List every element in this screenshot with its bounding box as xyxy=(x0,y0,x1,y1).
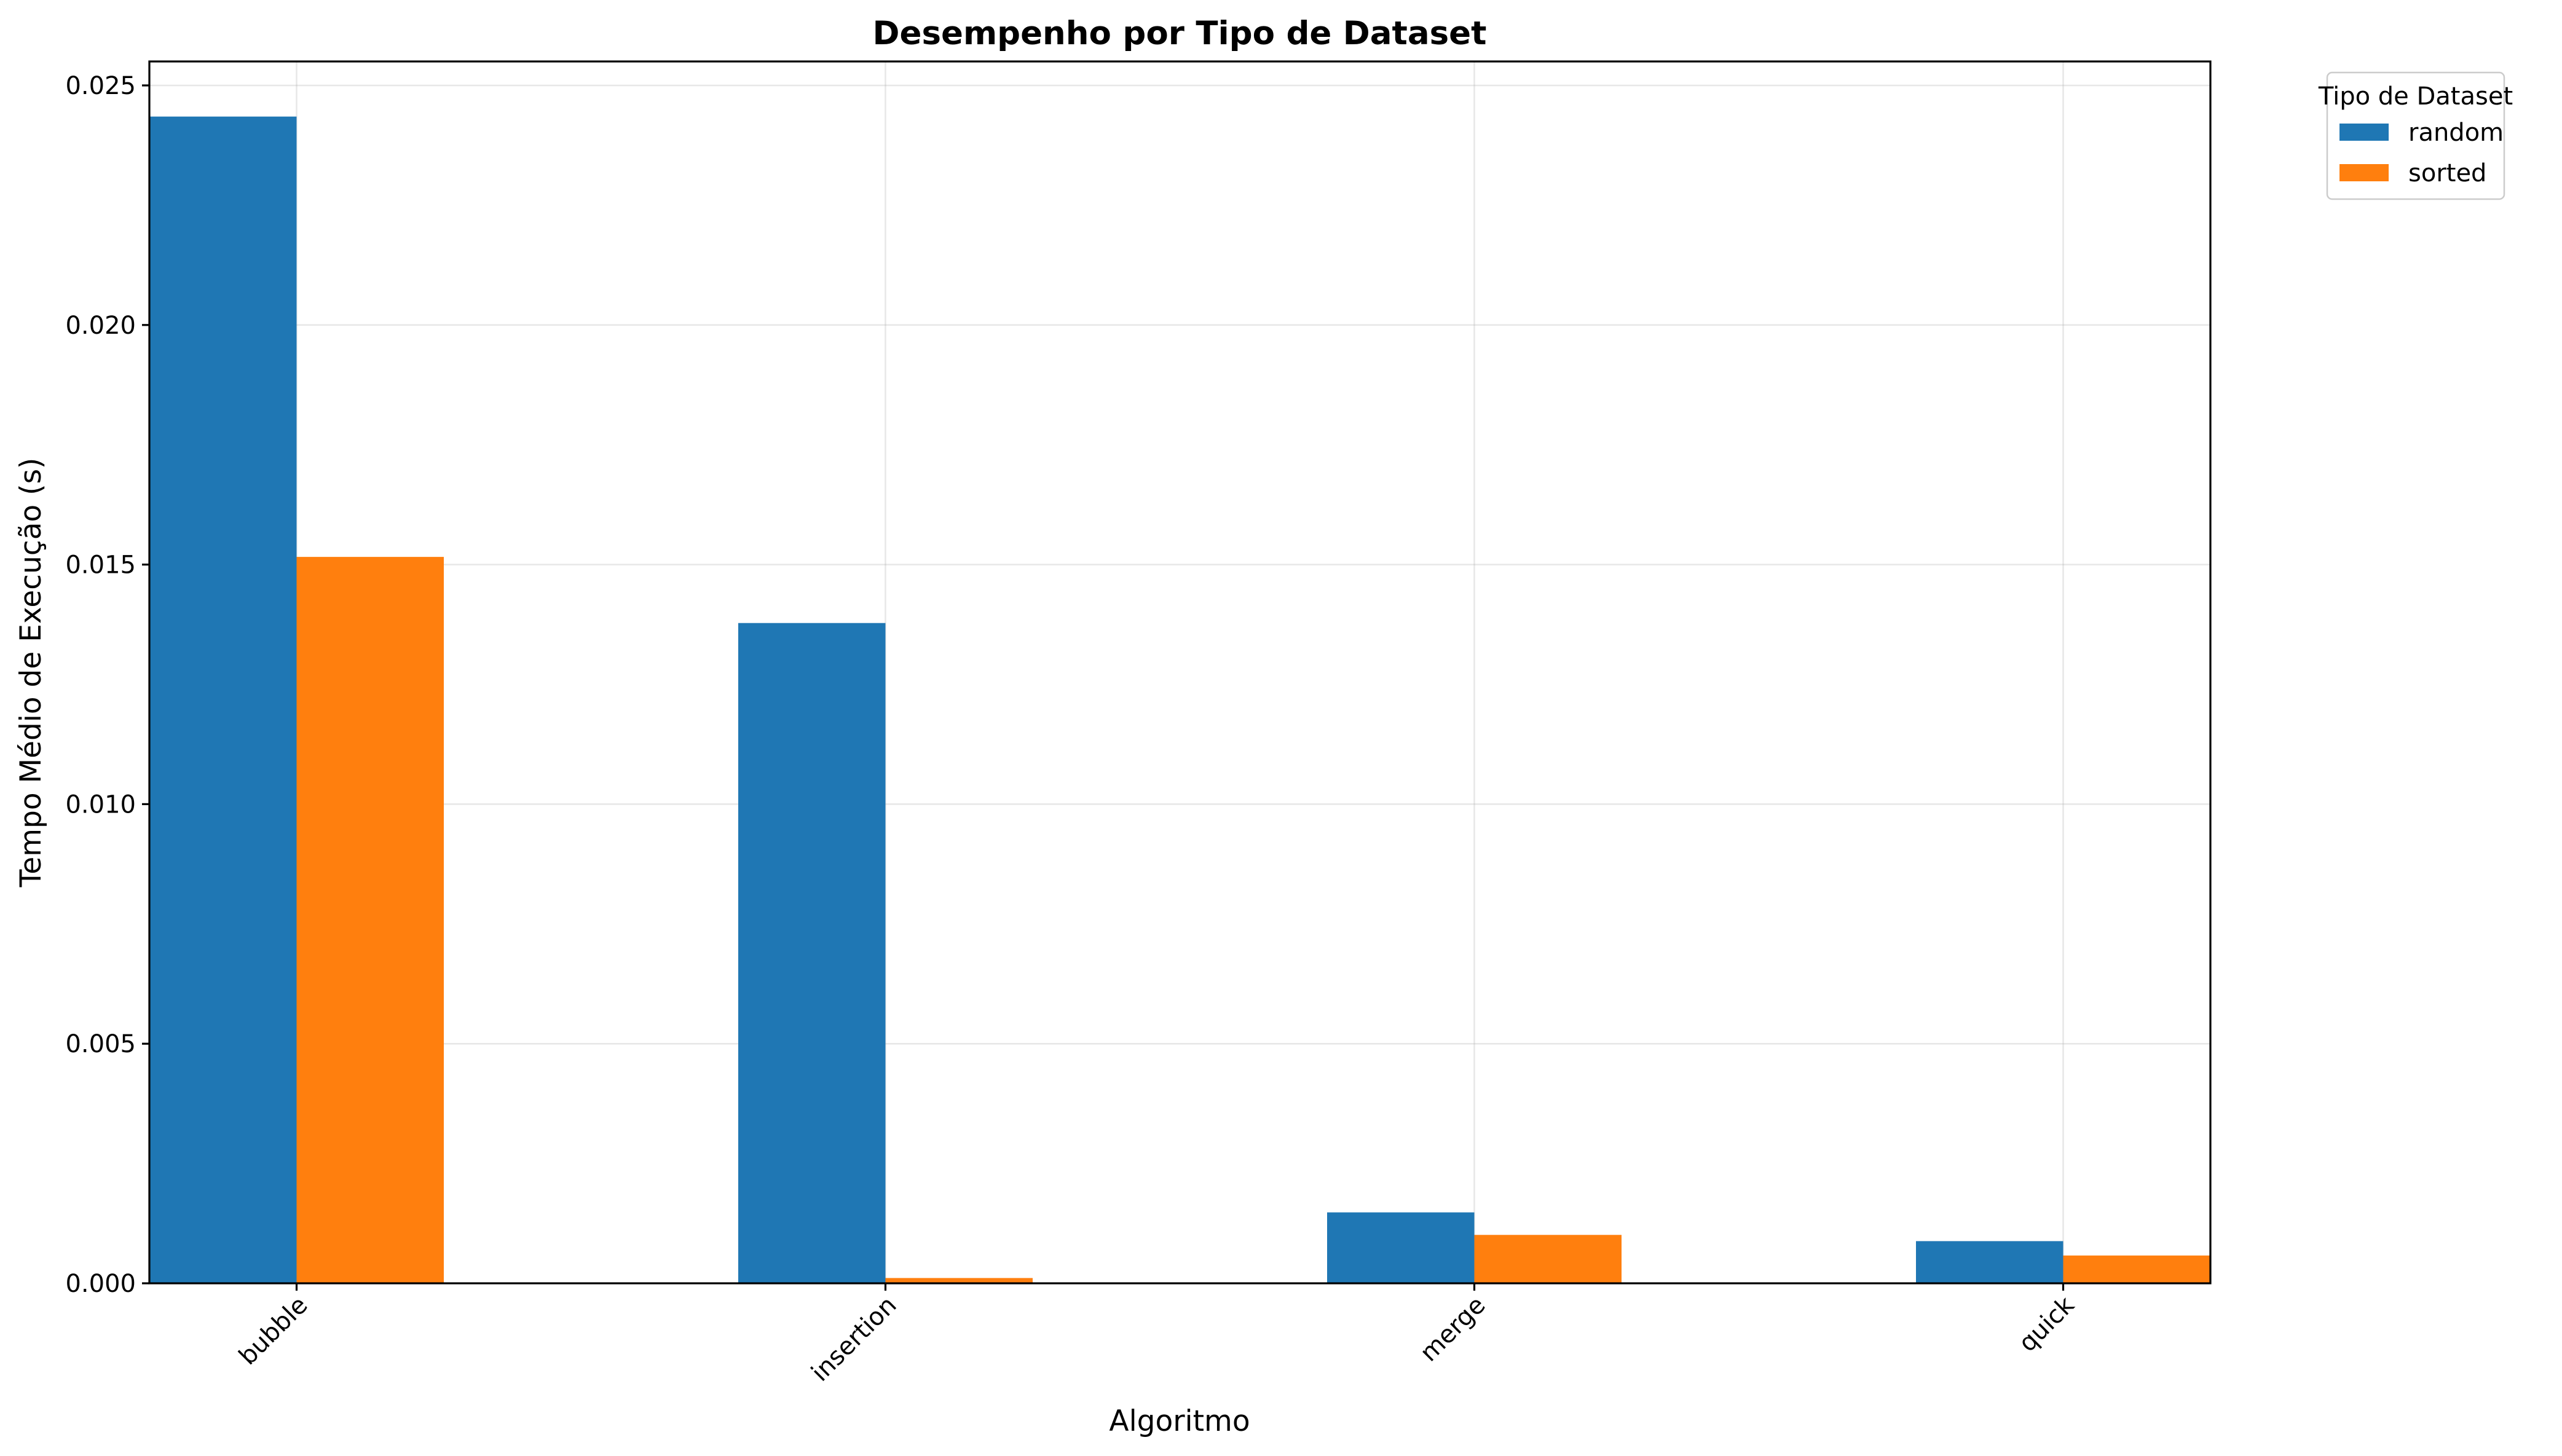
y-tick-label: 0.015 xyxy=(65,551,136,580)
chart-title: Desempenho por Tipo de Dataset xyxy=(873,15,1487,52)
x-tick-label-insertion: insertion xyxy=(806,1291,902,1387)
y-axis-label: Tempo Médio de Execução (s) xyxy=(14,458,48,888)
bars-layer xyxy=(149,116,2210,1283)
grid-layer xyxy=(149,61,2210,1285)
x-tick-label-quick: quick xyxy=(2013,1291,2080,1358)
bar-random-quick xyxy=(1916,1241,2063,1283)
y-tick-label: 0.000 xyxy=(65,1270,136,1298)
bar-random-merge xyxy=(1327,1212,1475,1283)
legend-swatch-random xyxy=(2339,124,2389,141)
x-axis-label: Algoritmo xyxy=(1109,1404,1250,1438)
axes-frame xyxy=(148,60,2212,1285)
legend-swatch-sorted xyxy=(2339,164,2389,181)
bar-random-bubble xyxy=(149,116,297,1283)
bar-sorted-merge xyxy=(1474,1235,1622,1283)
legend-title: Tipo de Dataset xyxy=(2318,82,2513,111)
bar-sorted-insertion xyxy=(885,1278,1033,1283)
bar-sorted-bubble xyxy=(296,557,444,1283)
y-tick-label: 0.020 xyxy=(65,312,136,340)
y-tick-label: 0.025 xyxy=(65,72,136,100)
y-tick-label: 0.010 xyxy=(65,790,136,819)
x-tick-label-merge: merge xyxy=(1415,1291,1491,1367)
bar-sorted-quick xyxy=(2063,1255,2210,1283)
y-tick-label: 0.005 xyxy=(65,1030,136,1058)
x-tick-label-bubble: bubble xyxy=(234,1291,313,1371)
legend: Tipo de Dataset random sorted xyxy=(2318,71,2513,200)
legend-label-random: random xyxy=(2408,119,2504,147)
legend-label-sorted: sorted xyxy=(2408,159,2486,187)
bar-random-insertion xyxy=(738,623,886,1283)
